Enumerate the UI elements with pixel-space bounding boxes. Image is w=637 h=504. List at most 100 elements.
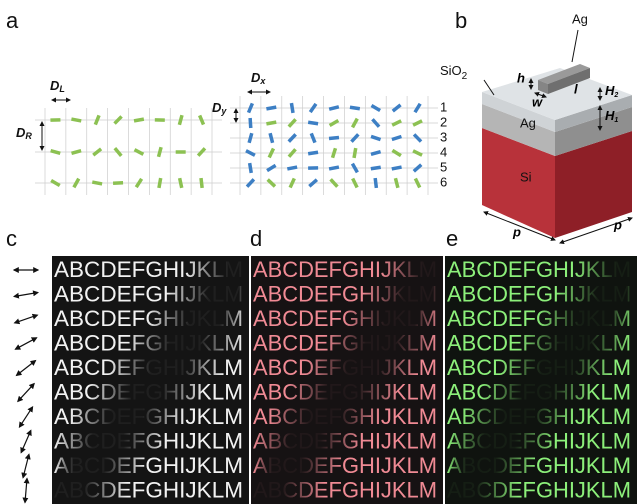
- nanorod: [200, 115, 204, 124]
- nanorod: [246, 151, 255, 156]
- figure: a b c d e DL DR Dx Dy Ag SiO2 h w l H2 H…: [0, 0, 637, 504]
- nanorod: [289, 149, 296, 157]
- row-number: 3: [440, 129, 447, 144]
- nanorod: [333, 148, 336, 158]
- polarization-arrow: [15, 338, 36, 349]
- panel-label: e: [446, 226, 458, 251]
- nanorod: [415, 179, 419, 188]
- letter-row: ABCDEFGHIJKLM: [253, 257, 437, 282]
- nanorod: [392, 150, 400, 155]
- nanorod: [311, 133, 315, 142]
- polarization-arrow: [17, 361, 36, 376]
- nanorod: [351, 134, 358, 141]
- polarization-arrow: [15, 315, 38, 323]
- nanorod: [331, 179, 338, 186]
- nanorod: [135, 150, 144, 155]
- nanorod: [198, 148, 205, 155]
- sub: 2: [462, 71, 468, 82]
- nanorod: [266, 107, 276, 109]
- nanorod: [249, 133, 252, 143]
- letter-row: ABCDEFGHIJKLM: [54, 257, 243, 282]
- nanorod: [329, 107, 339, 109]
- nanorod: [247, 179, 254, 186]
- l-label: l: [574, 81, 578, 96]
- nanorod: [289, 134, 296, 141]
- letter-row: ABCDEFGHIJKLM: [447, 257, 631, 282]
- nanorod: [309, 180, 317, 187]
- nanorod: [290, 178, 294, 187]
- nanorod: [308, 122, 318, 123]
- w-label: w: [532, 94, 543, 109]
- panel-label: b: [455, 8, 467, 33]
- sub: R: [25, 131, 32, 141]
- letter-row: ABCDEFGHIJKLM: [447, 428, 631, 453]
- nanorod: [372, 119, 379, 126]
- letter-row: ABCDEFGHIJKLM: [253, 330, 437, 355]
- nanorod: [350, 107, 360, 109]
- letter-row: ABCDEFGHIJKLM: [447, 281, 631, 306]
- letter-row: ABCDEFGHIJKLM: [54, 379, 243, 404]
- nanorod: [353, 179, 357, 188]
- oxide-label: SiO2: [440, 63, 468, 81]
- nanorod: [92, 182, 102, 184]
- nanorod: [414, 165, 421, 172]
- polarization-arrow: [14, 293, 38, 297]
- polarization-arrow: [18, 384, 34, 402]
- nanorod: [392, 167, 402, 169]
- panel-label: d: [250, 226, 262, 251]
- nanorod: [51, 151, 61, 154]
- nanorod: [289, 119, 296, 126]
- nanorod: [51, 180, 60, 185]
- letter-row: ABCDEFGHIJKLM: [253, 477, 437, 502]
- nanorod: [115, 148, 121, 156]
- nanorod: [393, 105, 401, 111]
- letter-row: ABCDEFGHIJKLM: [447, 477, 631, 502]
- nanorod: [180, 178, 182, 188]
- nanorod: [159, 178, 161, 188]
- nanorod: [308, 152, 318, 154]
- nanorod: [392, 137, 402, 140]
- nanorod: [249, 103, 253, 112]
- nanorod: [395, 178, 397, 188]
- letter-row: ABCDEFGHIJKLM: [447, 306, 631, 331]
- nanorod: [353, 119, 358, 128]
- p-side: p: [613, 217, 622, 232]
- letter-row: ABCDEFGHIJKLM: [253, 453, 437, 478]
- letter-row: ABCDEFGHIJKLM: [447, 404, 631, 429]
- nanorod: [250, 163, 252, 173]
- nanorod: [159, 147, 162, 157]
- nanorod: [371, 105, 380, 110]
- nanorod: [136, 179, 141, 187]
- nanorod: [266, 122, 276, 124]
- sub: L: [59, 84, 65, 94]
- letter-row: ABCDEFGHIJKLM: [253, 379, 437, 404]
- nanorod: [413, 121, 422, 125]
- letter-row: ABCDEFGHIJKLM: [54, 428, 243, 453]
- sub: y: [220, 106, 227, 116]
- nanorod: [392, 121, 401, 125]
- dr-label: DR: [16, 125, 32, 141]
- sub: 2: [613, 92, 618, 99]
- letter-row: ABCDEFGHIJKLM: [253, 404, 437, 429]
- nanorod: [371, 152, 381, 155]
- letter-row: ABCDEFGHIJKLM: [54, 453, 243, 478]
- ag-top: Ag: [572, 11, 588, 26]
- nanorod: [71, 119, 81, 121]
- dy-label: Dy: [212, 100, 227, 116]
- panel-label: c: [6, 226, 17, 251]
- letter-row: ABCDEFGHIJKLM: [54, 306, 243, 331]
- dl-label: DL: [50, 78, 65, 94]
- h2-label: H2: [605, 83, 618, 98]
- nanorod: [74, 179, 79, 188]
- nanorod: [270, 133, 272, 143]
- nanorod: [269, 148, 273, 157]
- nanorod: [267, 165, 276, 170]
- nanorod: [371, 136, 380, 139]
- nanorod: [415, 104, 420, 113]
- nanorod: [72, 151, 82, 154]
- nanorod: [287, 167, 297, 169]
- nanorod: [329, 138, 339, 139]
- row-number: 6: [440, 174, 447, 189]
- sub: x: [259, 76, 266, 86]
- nanorod: [115, 116, 122, 123]
